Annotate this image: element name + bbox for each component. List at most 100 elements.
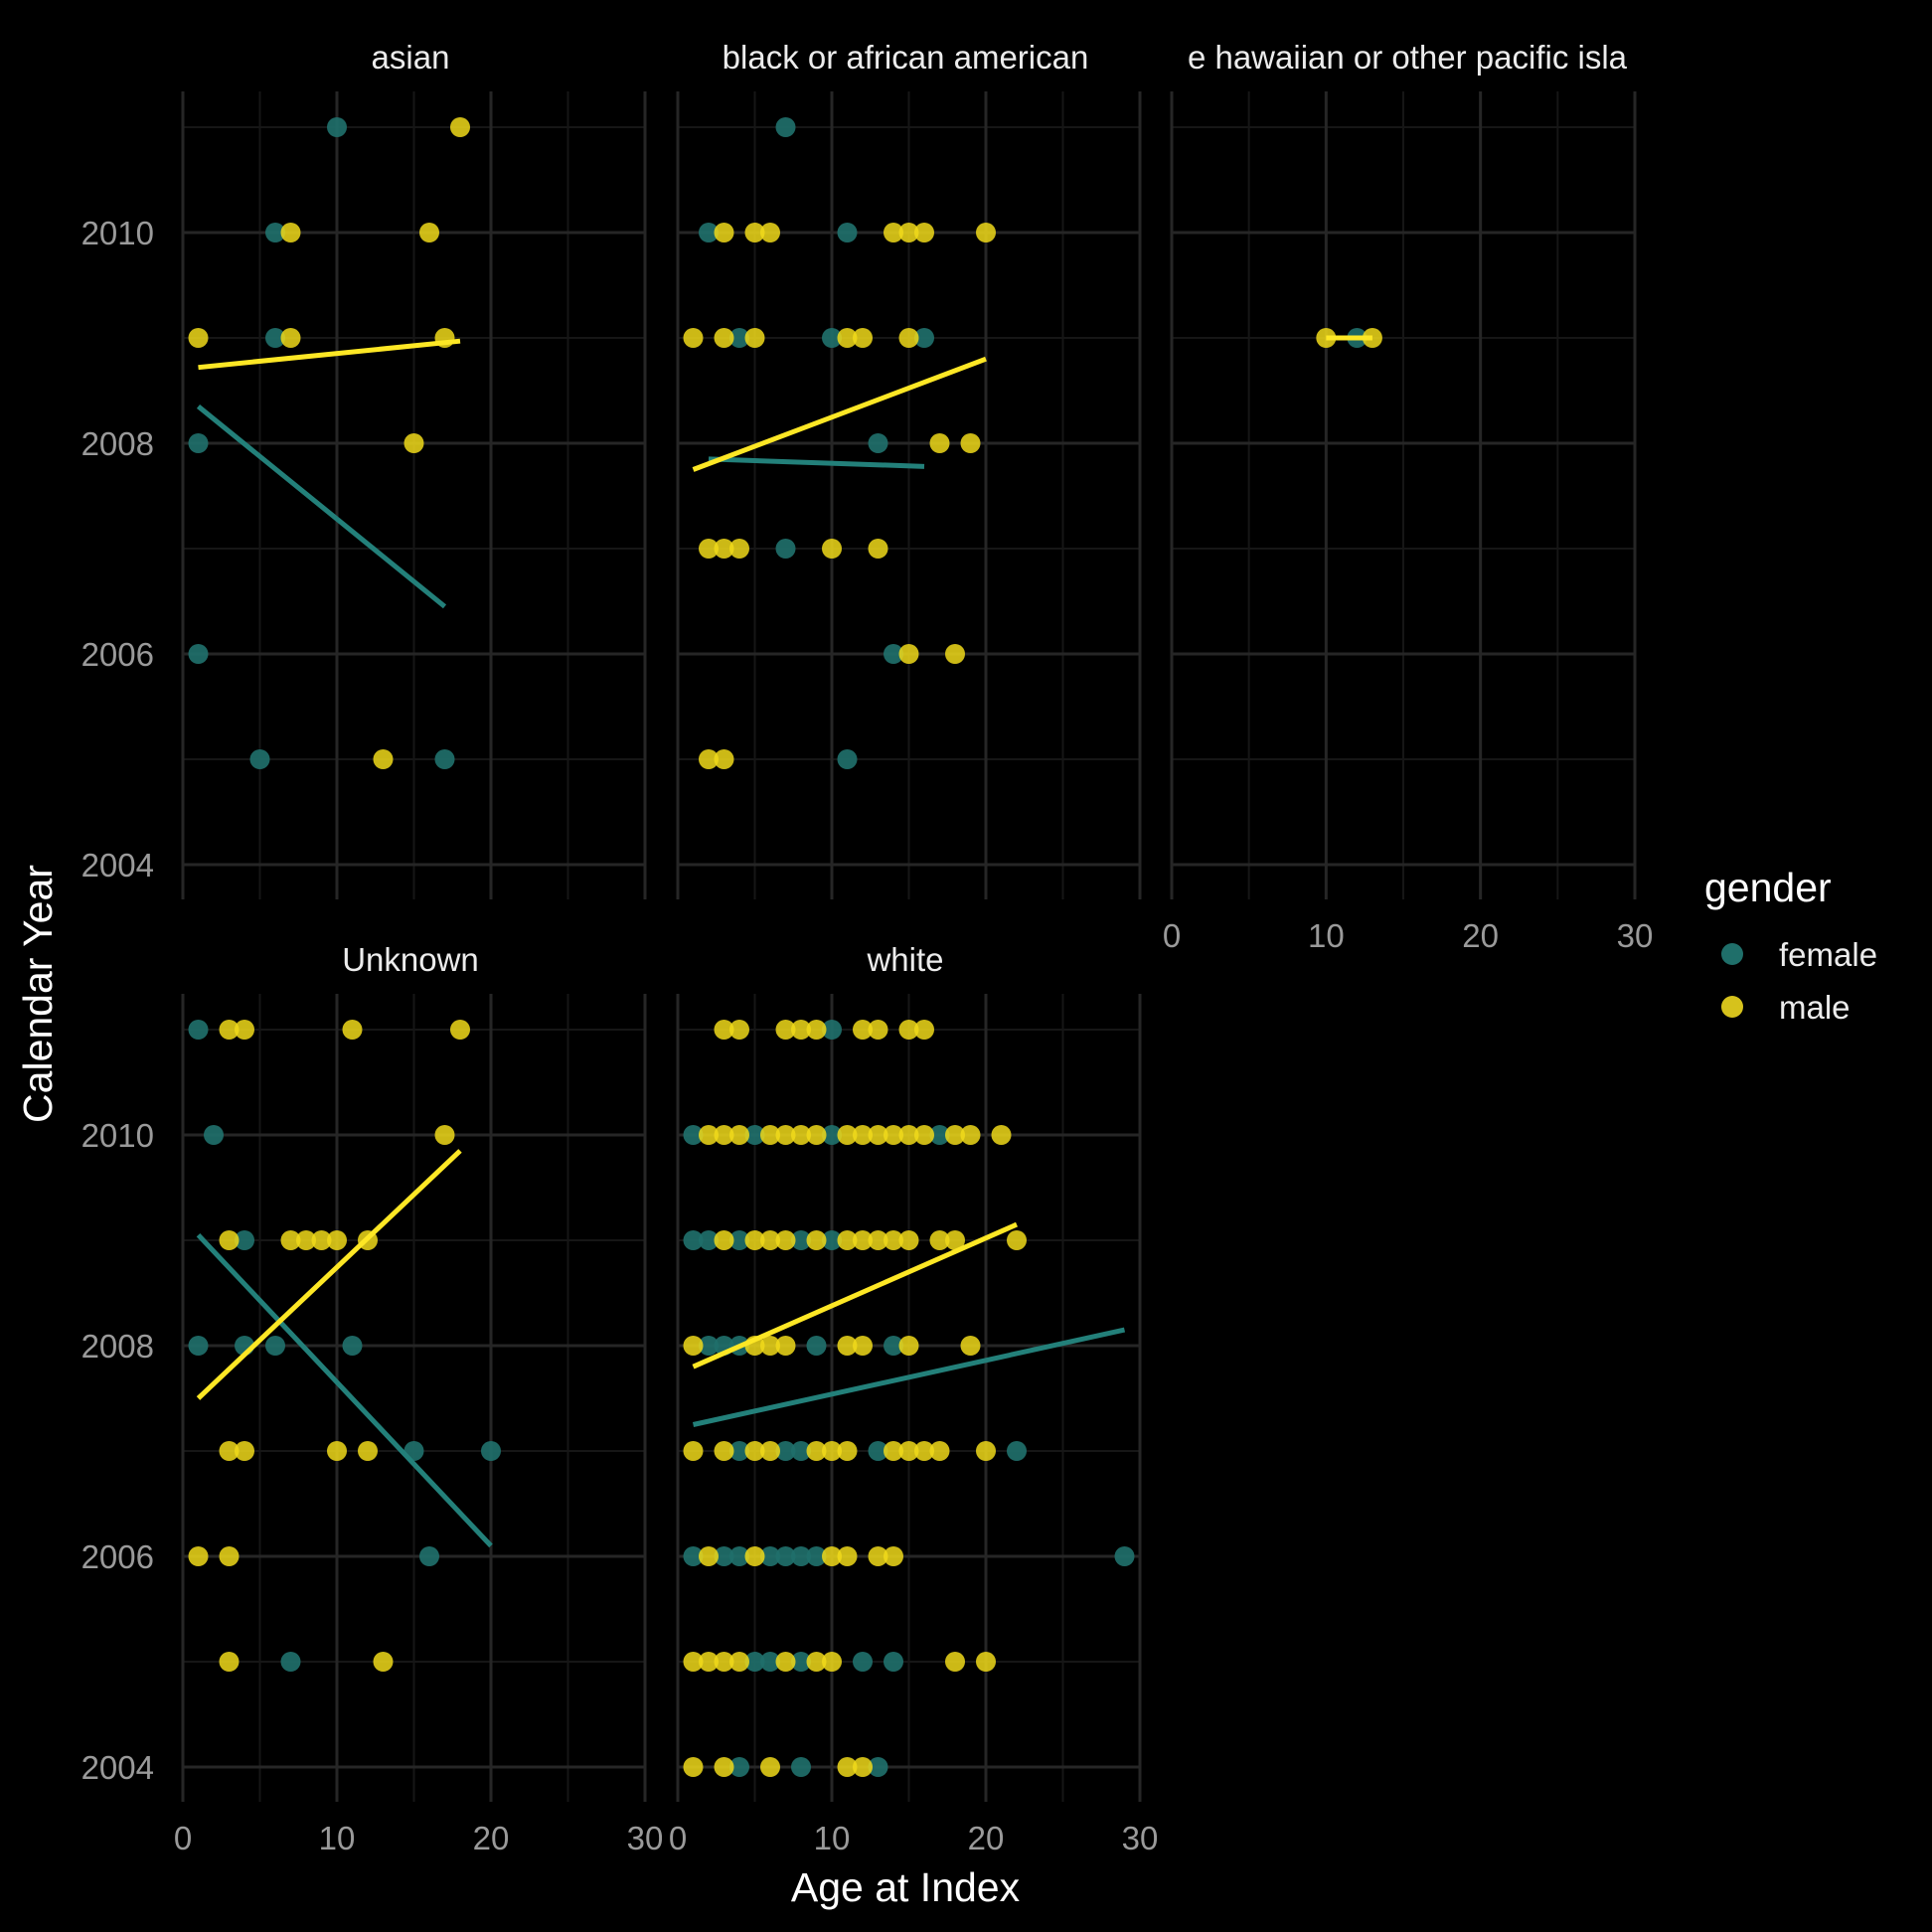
legend-label-female: female [1779, 936, 1877, 973]
point-male [373, 1652, 394, 1672]
point-male [683, 1336, 704, 1356]
point-female [188, 644, 209, 664]
panel-white: 0 10 20 30 [669, 994, 1158, 1856]
strip-label-unknown: Unknown [342, 941, 479, 978]
point-male [837, 328, 858, 348]
point-female [204, 1125, 224, 1145]
point-female [775, 1546, 796, 1566]
point-male [683, 328, 704, 348]
point-female [434, 749, 455, 769]
point-female [868, 433, 888, 453]
point-male [434, 1125, 455, 1145]
point-male [853, 328, 873, 348]
point-male [235, 1441, 254, 1461]
point-male [342, 1020, 363, 1040]
x-tick-label: 10 [319, 1820, 356, 1856]
point-male [280, 223, 301, 242]
point-female [265, 223, 285, 242]
point-male [235, 1020, 254, 1040]
point-female [1007, 1441, 1027, 1461]
legend-key-female [1721, 943, 1743, 965]
point-female [265, 1336, 285, 1356]
point-male [991, 1125, 1012, 1145]
point-male [806, 1020, 827, 1040]
x-tick-label: 30 [1617, 917, 1654, 954]
point-male [945, 1230, 965, 1250]
point-female [683, 1230, 704, 1250]
point-male [945, 644, 965, 664]
point-male [853, 1125, 873, 1145]
point-male [806, 1652, 827, 1672]
point-male [806, 1125, 827, 1145]
point-female [249, 749, 270, 769]
point-male [868, 1125, 888, 1145]
point-male [699, 749, 719, 769]
point-male [714, 1020, 734, 1040]
point-male [914, 1125, 934, 1145]
point-male [837, 1757, 858, 1777]
point-male [868, 1020, 888, 1040]
point-male [744, 1230, 765, 1250]
point-male [775, 1336, 796, 1356]
fit-line-male [692, 356, 987, 472]
point-male [775, 1020, 796, 1040]
point-male [914, 1441, 934, 1461]
fit-line-male [196, 1149, 462, 1400]
point-male [219, 1230, 240, 1250]
strip-label-pacific-islander: e hawaiian or other pacific isla [1188, 39, 1628, 76]
point-male [760, 1757, 780, 1777]
point-male [853, 1020, 873, 1040]
x-tick-label: 30 [627, 1820, 664, 1856]
y-tick-label: 2008 [81, 425, 154, 462]
point-female [729, 328, 749, 348]
point-male [868, 539, 888, 559]
point-female [265, 328, 285, 348]
point-male [760, 1125, 780, 1145]
point-male [929, 1441, 950, 1461]
point-female [699, 223, 719, 242]
strip-label-white: white [866, 941, 943, 978]
y-axis-title: Calendar Year [15, 865, 61, 1123]
legend-title: gender [1704, 865, 1832, 910]
point-male [898, 1125, 919, 1145]
point-male [311, 1230, 332, 1250]
point-male [699, 1125, 719, 1145]
point-female [775, 117, 796, 137]
point-male [837, 1230, 858, 1250]
point-female [822, 328, 842, 348]
point-male [791, 1020, 811, 1040]
point-male [714, 1230, 734, 1250]
point-male [714, 1757, 734, 1777]
point-male [296, 1230, 316, 1250]
grid-native-hawaiian-or-other-pacific-islander [1170, 91, 1637, 899]
point-male [714, 1652, 734, 1672]
x-tick-label: 0 [174, 1820, 192, 1856]
point-male [729, 1020, 749, 1040]
points-black-or-african-american [683, 117, 996, 769]
point-female [280, 1652, 301, 1672]
point-female [729, 1757, 749, 1777]
point-female [791, 1441, 811, 1461]
fit-line-female [692, 1327, 1126, 1427]
y-tick-label: 2004 [81, 1749, 154, 1786]
point-male [327, 1441, 347, 1461]
point-male [714, 539, 734, 559]
point-male [806, 1441, 827, 1461]
point-male [714, 749, 734, 769]
point-male [729, 1652, 749, 1672]
point-male [884, 1230, 903, 1250]
y-tick-label: 2010 [81, 215, 154, 251]
x-tick-label: 0 [669, 1820, 687, 1856]
point-male [760, 1441, 780, 1461]
point-male [744, 1441, 765, 1461]
x-tick-label: 10 [1308, 917, 1345, 954]
point-male [775, 1125, 796, 1145]
point-male [837, 1336, 858, 1356]
point-female [884, 1652, 903, 1672]
point-female [868, 1757, 888, 1777]
point-male [219, 1020, 240, 1040]
point-male [450, 117, 470, 137]
point-male [837, 1546, 858, 1566]
